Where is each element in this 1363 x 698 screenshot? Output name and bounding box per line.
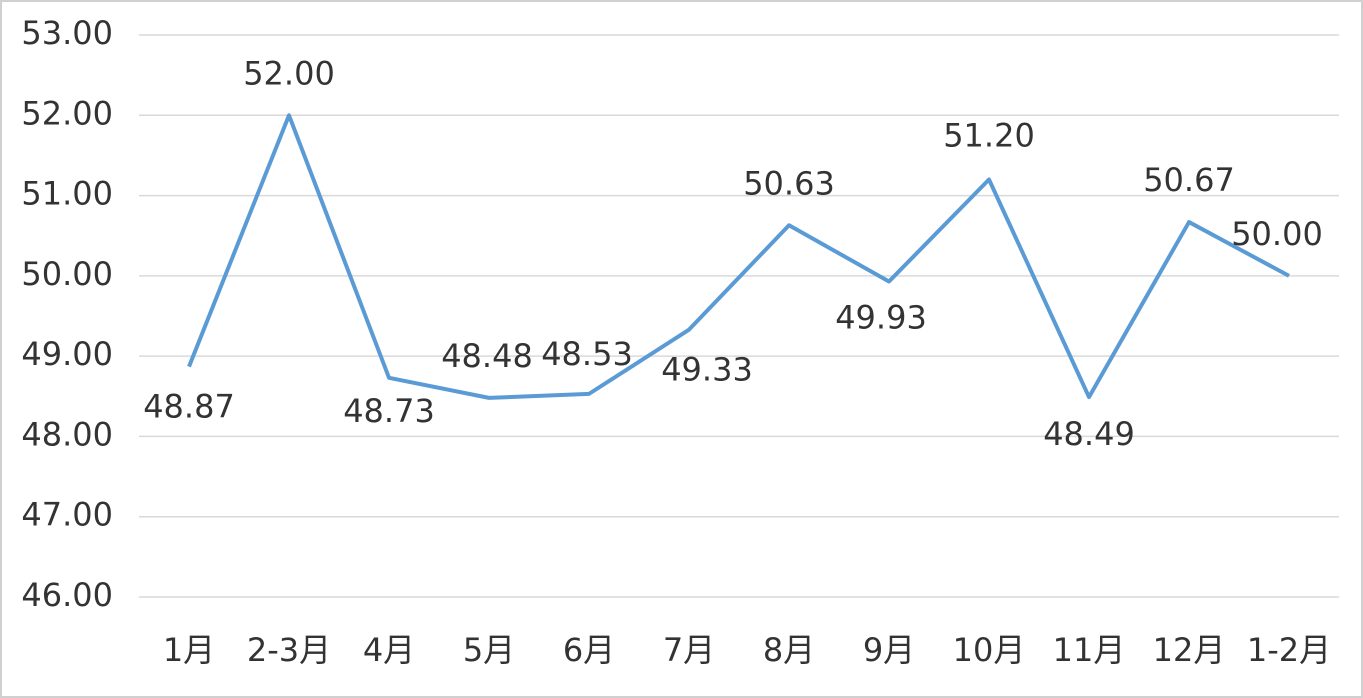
x-tick-label: 1-2月 xyxy=(1247,631,1331,669)
line xyxy=(187,113,1290,400)
x-tick-label: 5月 xyxy=(463,631,515,669)
x-tick-label: 9月 xyxy=(863,631,915,669)
y-tick-label: 49.00 xyxy=(21,335,113,373)
x-tick-label: 4月 xyxy=(363,631,415,669)
data-label: 48.53 xyxy=(541,335,633,373)
data-label: 49.33 xyxy=(661,351,753,389)
data-label: 49.93 xyxy=(835,298,927,336)
x-tick-label: 10月 xyxy=(953,631,1026,669)
y-tick-label: 48.00 xyxy=(21,415,113,453)
y-tick-label: 53.00 xyxy=(21,14,113,52)
x-tick-label: 2-3月 xyxy=(247,631,331,669)
y-tick-label: 50.00 xyxy=(21,255,113,293)
data-label: 48.48 xyxy=(441,337,533,375)
data-label: 52.00 xyxy=(243,54,335,92)
x-tick-label: 11月 xyxy=(1053,631,1126,669)
y-tick-label: 46.00 xyxy=(21,576,113,614)
data-label: 51.20 xyxy=(943,117,1035,155)
data-label: 48.87 xyxy=(143,388,235,426)
x-tick-label: 1月 xyxy=(163,631,215,669)
data-label: 50.63 xyxy=(743,164,835,202)
y-tick-label: 47.00 xyxy=(21,496,113,534)
x-tick-label: 6月 xyxy=(563,631,615,669)
data-label: 48.73 xyxy=(343,392,435,430)
data-label: 50.67 xyxy=(1143,161,1235,199)
x-tick-label: 12月 xyxy=(1153,631,1226,669)
data-label: 48.49 xyxy=(1043,415,1135,453)
data-label: 50.00 xyxy=(1231,215,1323,253)
x-tick-label: 8月 xyxy=(763,631,815,669)
x-tick-label: 7月 xyxy=(663,631,715,669)
y-tick-label: 52.00 xyxy=(21,94,113,132)
y-tick-label: 51.00 xyxy=(21,175,113,213)
